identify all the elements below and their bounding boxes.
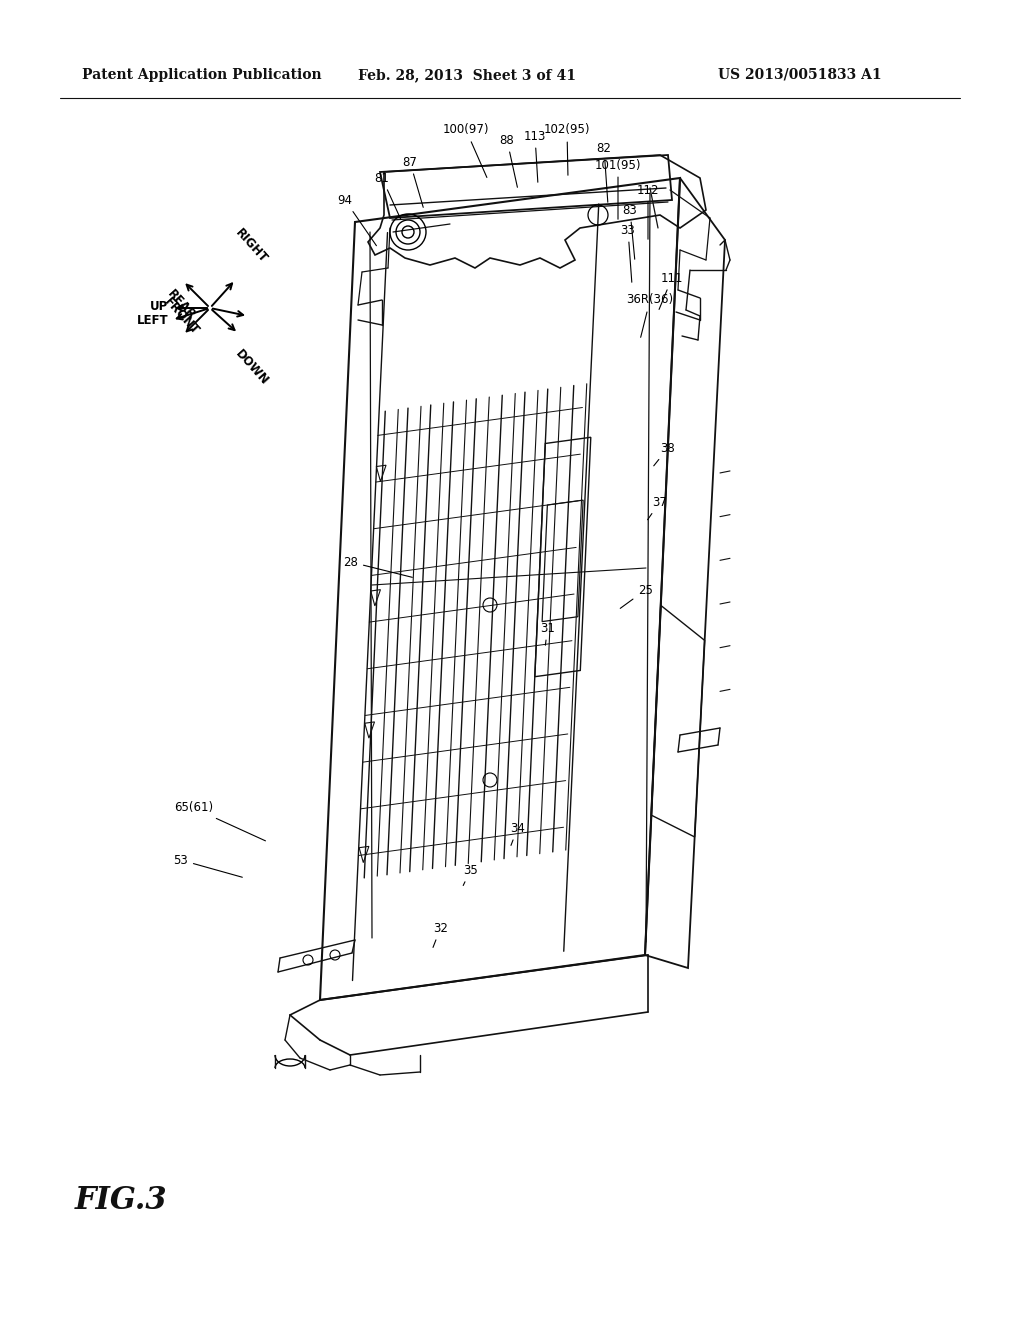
Text: DOWN: DOWN — [233, 347, 271, 388]
Text: 31: 31 — [540, 622, 555, 645]
Text: 37: 37 — [647, 495, 668, 520]
Text: FRONT: FRONT — [161, 296, 201, 338]
Text: Feb. 28, 2013  Sheet 3 of 41: Feb. 28, 2013 Sheet 3 of 41 — [358, 69, 575, 82]
Text: 87: 87 — [402, 156, 423, 207]
Text: 81: 81 — [375, 172, 400, 219]
Text: Patent Application Publication: Patent Application Publication — [82, 69, 322, 82]
Text: 100(97): 100(97) — [442, 124, 489, 177]
Text: 113: 113 — [524, 129, 546, 182]
Text: 94: 94 — [338, 194, 377, 246]
Text: UP: UP — [150, 300, 168, 313]
Text: LEFT: LEFT — [136, 314, 168, 326]
Text: 112: 112 — [637, 183, 659, 239]
Text: 82: 82 — [597, 141, 611, 202]
Text: RIGHT: RIGHT — [232, 227, 270, 265]
Text: 36R(36): 36R(36) — [627, 293, 674, 338]
Text: 38: 38 — [653, 441, 676, 466]
Text: REAR: REAR — [165, 286, 198, 322]
Text: 83: 83 — [623, 203, 637, 259]
Text: 53: 53 — [173, 854, 243, 878]
Text: 88: 88 — [500, 133, 517, 187]
Text: 32: 32 — [433, 921, 449, 948]
Text: US 2013/0051833 A1: US 2013/0051833 A1 — [718, 69, 882, 82]
Text: 28: 28 — [343, 556, 413, 577]
Text: FIG.3: FIG.3 — [75, 1185, 168, 1216]
Text: 101(95): 101(95) — [595, 158, 641, 219]
Text: 35: 35 — [463, 863, 478, 886]
Text: 25: 25 — [621, 583, 653, 609]
Text: 65(61): 65(61) — [174, 801, 265, 841]
Text: 34: 34 — [510, 821, 525, 845]
Text: 111: 111 — [659, 272, 683, 309]
Text: 33: 33 — [621, 223, 635, 282]
Text: 102(95): 102(95) — [544, 124, 590, 176]
